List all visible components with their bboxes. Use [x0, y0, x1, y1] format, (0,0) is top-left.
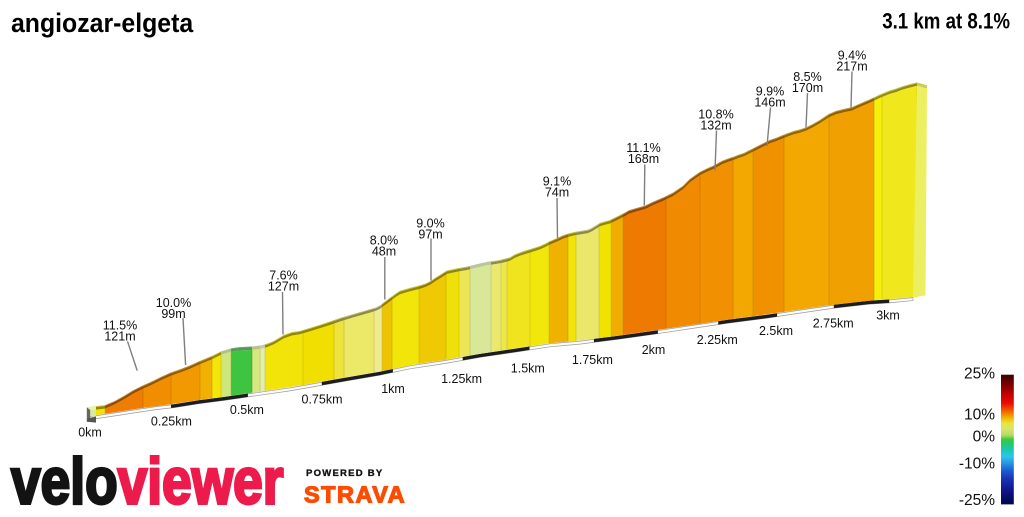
svg-text:1.5km: 1.5km — [511, 362, 545, 376]
svg-text:9.4%: 9.4% — [838, 48, 867, 62]
svg-text:-10%: -10% — [959, 456, 995, 473]
svg-text:POWERED BY: POWERED BY — [306, 468, 383, 479]
svg-text:1km: 1km — [381, 382, 405, 396]
svg-text:127m: 127m — [268, 280, 299, 294]
svg-text:10%: 10% — [964, 407, 995, 424]
svg-text:11.5%: 11.5% — [103, 318, 138, 332]
svg-text:10.8%: 10.8% — [698, 107, 733, 121]
svg-text:121m: 121m — [104, 329, 135, 343]
svg-text:veloviewer: veloviewer — [11, 445, 284, 512]
svg-text:-25%: -25% — [959, 492, 995, 509]
svg-text:10.0%: 10.0% — [156, 296, 191, 310]
svg-text:8.5%: 8.5% — [793, 70, 822, 84]
svg-text:0%: 0% — [973, 429, 996, 446]
svg-text:0.75km: 0.75km — [302, 393, 343, 407]
svg-text:9.0%: 9.0% — [416, 216, 445, 230]
svg-text:3km: 3km — [876, 308, 900, 322]
svg-text:0.25km: 0.25km — [151, 414, 192, 428]
svg-text:25%: 25% — [964, 366, 995, 383]
svg-text:48m: 48m — [372, 244, 396, 258]
svg-text:9.9%: 9.9% — [756, 84, 785, 98]
svg-text:11.1%: 11.1% — [626, 141, 661, 155]
svg-text:3.1 km at 8.1%: 3.1 km at 8.1% — [882, 10, 1010, 34]
svg-text:7.6%: 7.6% — [269, 269, 298, 283]
svg-text:0km: 0km — [78, 425, 102, 439]
svg-text:170m: 170m — [792, 81, 823, 95]
svg-text:2.5km: 2.5km — [759, 324, 793, 338]
svg-text:99m: 99m — [161, 307, 185, 321]
svg-text:angiozar-elgeta: angiozar-elgeta — [11, 9, 194, 38]
svg-text:1.75km: 1.75km — [572, 353, 613, 367]
svg-text:STRAVA: STRAVA — [304, 481, 406, 507]
svg-text:1.25km: 1.25km — [441, 372, 482, 386]
svg-text:146m: 146m — [754, 95, 785, 109]
svg-text:74m: 74m — [545, 185, 569, 199]
svg-text:2km: 2km — [642, 343, 666, 357]
svg-text:217m: 217m — [836, 59, 867, 73]
svg-text:2.25km: 2.25km — [697, 333, 738, 347]
svg-text:0.5km: 0.5km — [230, 403, 264, 417]
svg-text:168m: 168m — [628, 152, 659, 166]
svg-text:9.1%: 9.1% — [543, 174, 572, 188]
svg-text:8.0%: 8.0% — [370, 233, 399, 247]
svg-text:2.75km: 2.75km — [813, 317, 854, 331]
svg-text:132m: 132m — [700, 118, 731, 132]
svg-text:97m: 97m — [418, 227, 442, 241]
